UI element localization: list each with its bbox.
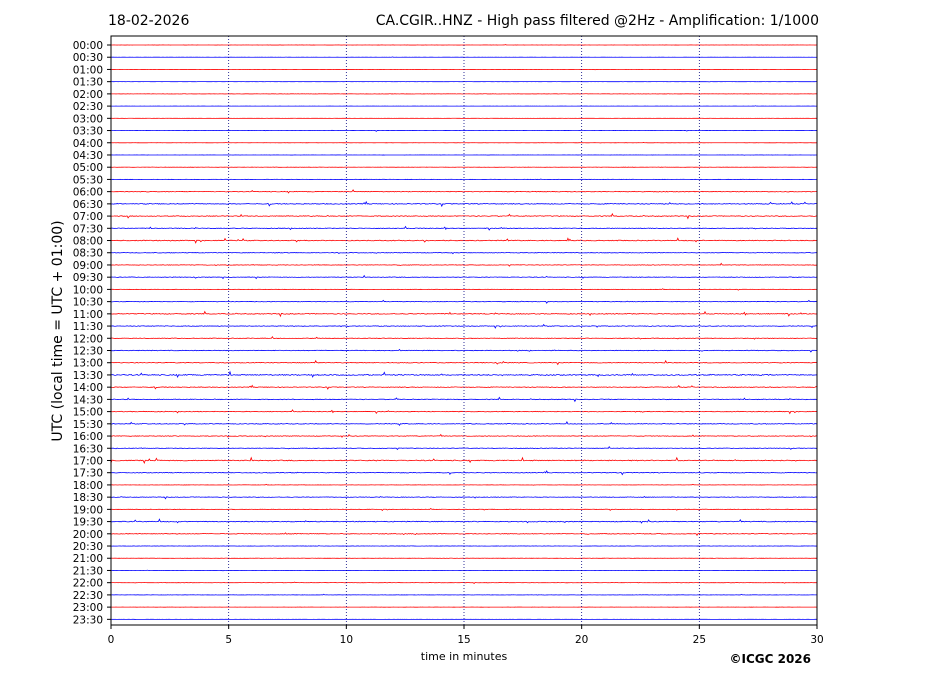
y-tick-label: 23:30 xyxy=(73,614,103,626)
trace-1830 xyxy=(110,496,818,500)
y-tick-label: 19:00 xyxy=(73,504,103,516)
y-tick-label: 18:00 xyxy=(73,480,103,492)
y-tick-label: 01:30 xyxy=(73,77,103,89)
y-tick-label: 07:00 xyxy=(73,211,103,223)
y-tick-label: 17:00 xyxy=(73,455,103,467)
y-tick-label: 22:30 xyxy=(73,590,103,602)
y-tick-label: 01:00 xyxy=(73,64,103,76)
y-tick-label: 22:00 xyxy=(73,578,103,590)
chart-title: CA.CGIR..HNZ - High pass filtered @2Hz -… xyxy=(376,13,819,29)
y-tick-label: 17:30 xyxy=(73,468,103,480)
y-tick-label: 15:00 xyxy=(73,407,103,419)
y-tick-label: 08:00 xyxy=(73,236,103,248)
trace-0400 xyxy=(110,141,818,144)
trace-0600 xyxy=(110,189,818,194)
y-tick-label: 07:30 xyxy=(73,223,103,235)
trace-1730 xyxy=(110,470,818,476)
trace-1330 xyxy=(110,370,818,379)
x-tick-label: 15 xyxy=(457,634,470,646)
y-tick-label: 04:30 xyxy=(73,150,103,162)
y-tick-label: 16:30 xyxy=(73,443,103,455)
y-tick-label: 09:00 xyxy=(73,260,103,272)
y-tick-label: 10:00 xyxy=(73,284,103,296)
trace-1000 xyxy=(110,288,818,291)
x-tick-label: 25 xyxy=(693,634,706,646)
trace-1930 xyxy=(110,518,818,524)
y-tick-label: 12:30 xyxy=(73,346,103,358)
y-tick-label: 06:30 xyxy=(73,199,103,211)
y-tick-label: 20:00 xyxy=(73,529,103,541)
trace-0330 xyxy=(110,129,818,132)
x-axis-label: time in minutes xyxy=(421,650,508,663)
y-tick-label: 10:30 xyxy=(73,297,103,309)
x-tick-label: 10 xyxy=(340,634,353,646)
trace-1800 xyxy=(110,483,818,486)
trace-1230 xyxy=(110,348,818,353)
y-tick-label: 05:30 xyxy=(73,174,103,186)
trace-0630 xyxy=(110,200,818,208)
y-tick-label: 16:00 xyxy=(73,431,103,443)
copyright-label: ©ICGC 2026 xyxy=(729,652,811,666)
y-axis: 00:0000:3001:0001:3002:0002:3003:0003:30… xyxy=(73,40,111,626)
y-tick-label: 04:00 xyxy=(73,138,103,150)
trace-1030 xyxy=(110,299,818,304)
x-tick-label: 5 xyxy=(225,634,232,646)
y-tick-label: 11:00 xyxy=(73,309,103,321)
y-tick-label: 06:00 xyxy=(73,187,103,199)
date-label: 18-02-2026 xyxy=(108,13,189,29)
y-tick-label: 03:00 xyxy=(73,113,103,125)
x-tick-label: 30 xyxy=(810,634,823,646)
y-tick-label: 21:00 xyxy=(73,553,103,565)
y-tick-label: 02:00 xyxy=(73,89,103,101)
y-tick-label: 21:30 xyxy=(73,565,103,577)
y-tick-label: 14:30 xyxy=(73,394,103,406)
y-tick-label: 12:00 xyxy=(73,333,103,345)
trace-1300 xyxy=(110,359,818,366)
trace-1900 xyxy=(110,507,818,512)
y-tick-label: 11:30 xyxy=(73,321,103,333)
trace-1200 xyxy=(110,336,818,340)
y-tick-label: 18:30 xyxy=(73,492,103,504)
x-tick-label: 20 xyxy=(575,634,588,646)
trace-1130 xyxy=(110,323,818,329)
x-axis: 0 5 10 15 20 25 30 xyxy=(108,625,824,646)
trace-1700 xyxy=(110,456,818,464)
vertical-grid xyxy=(228,36,700,625)
y-tick-label: 05:00 xyxy=(73,162,103,174)
y-tick-label: 03:30 xyxy=(73,126,103,138)
y-tick-label: 08:30 xyxy=(73,248,103,260)
y-tick-label: 00:30 xyxy=(73,52,103,64)
y-tick-label: 13:30 xyxy=(73,370,103,382)
y-tick-label: 14:00 xyxy=(73,382,103,394)
trace-1630 xyxy=(110,445,818,451)
x-tick-label: 0 xyxy=(108,634,115,646)
trace-1100 xyxy=(110,310,818,318)
y-tick-label: 20:30 xyxy=(73,541,103,553)
y-tick-label: 13:00 xyxy=(73,358,103,370)
y-tick-label: 23:00 xyxy=(73,602,103,614)
y-tick-label: 19:30 xyxy=(73,517,103,529)
y-tick-label: 00:00 xyxy=(73,40,103,52)
y-tick-label: 09:30 xyxy=(73,272,103,284)
y-axis-label: UTC (local time = UTC + 01:00) xyxy=(50,220,66,441)
trace-group xyxy=(110,44,818,620)
y-tick-label: 02:30 xyxy=(73,101,103,113)
y-tick-label: 15:30 xyxy=(73,419,103,431)
